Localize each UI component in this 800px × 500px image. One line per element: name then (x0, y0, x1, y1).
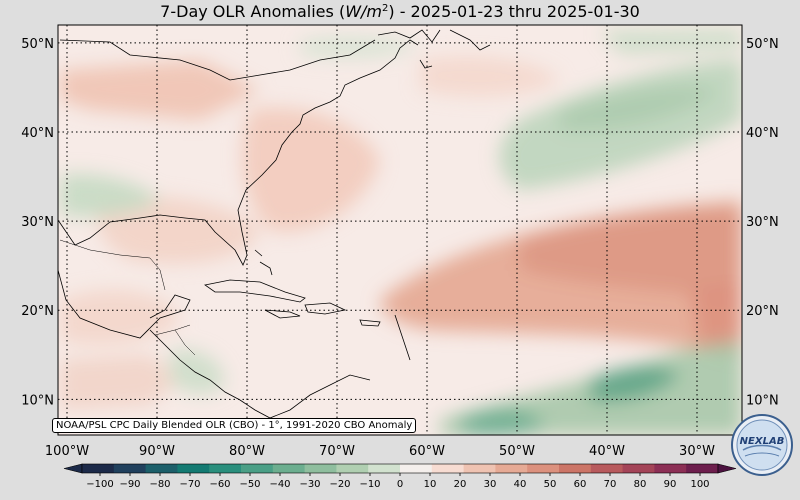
latitude-label: 50°N (21, 37, 54, 52)
colorbar-tick-label: −90 (119, 479, 140, 490)
map-panel (58, 25, 742, 435)
colorbar-swatch (177, 464, 210, 473)
colorbar-swatch (145, 464, 178, 473)
colorbar-swatch (82, 464, 115, 473)
colorbar-swatch (463, 464, 496, 473)
colorbar-swatch (686, 464, 719, 473)
svg-text:NEXLAB: NEXLAB (740, 436, 785, 447)
colorbar-tick-label: −10 (359, 479, 380, 490)
colorbar-tick-label: 80 (634, 479, 647, 490)
colorbar-tick-label: −80 (149, 479, 170, 490)
colorbar-tick-label: 20 (454, 479, 467, 490)
colorbar-swatch (272, 464, 306, 473)
colorbar-tick-label: 40 (514, 479, 527, 490)
graticule (58, 25, 742, 435)
latitude-labels-left: 50°N 40°N 30°N 20°N 10°N (21, 37, 54, 409)
map-title: 7-Day OLR Anomalies (W/m2) - 2025-01-23 … (160, 2, 640, 21)
colorbar-tick-label: 100 (690, 479, 709, 490)
latitude-label: 20°N (746, 304, 779, 319)
colorbar-swatch (654, 464, 687, 473)
colorbar-tick-label: 30 (484, 479, 497, 490)
colorbar-swatch (431, 464, 465, 473)
coastlines (58, 29, 491, 419)
country-borders (59, 239, 196, 356)
colorbar-tick-label: 0 (397, 479, 403, 490)
colorbar-swatch (622, 464, 655, 473)
colorbar-tick-label: 70 (604, 479, 617, 490)
colorbar-swatch (400, 464, 433, 473)
longitude-labels: 100°W 90°W 80°W 70°W 60°W 50°W 40°W 30°W (45, 444, 715, 459)
colorbar-tick-label: −20 (329, 479, 350, 490)
colorbar-swatch (559, 464, 592, 473)
map-frame (57, 24, 743, 436)
colorbar-swatch (336, 464, 369, 473)
nexlab-logo: NEXLAB (731, 414, 793, 476)
latitude-label: 30°N (746, 215, 779, 230)
data-credit: NOAA/PSL CPC Daily Blended OLR (CBO) - 1… (52, 418, 417, 433)
colorbar-tick-label: −40 (269, 479, 290, 490)
colorbar-swatch (495, 464, 528, 473)
colorbar-tick-label: 90 (664, 479, 677, 490)
colorbar-tick-label: −70 (179, 479, 200, 490)
colorbar: −100 −90 −80 −70 −60 −50 −40 −30 −20 −10 0 10 20 30 40… (63, 463, 737, 490)
colorbar-tick-label: 60 (574, 479, 587, 490)
latitude-label: 30°N (21, 215, 54, 230)
latitude-label: 40°N (21, 126, 54, 141)
latitude-label: 10°N (21, 393, 54, 408)
longitude-label: 80°W (229, 444, 265, 459)
olr-anomaly-field (60, 28, 742, 435)
colorbar-swatch (527, 464, 560, 473)
colorbar-tick-label: −60 (209, 479, 230, 490)
colorbar-swatch (368, 464, 401, 473)
longitude-label: 30°W (679, 444, 715, 459)
colorbar-swatch (209, 464, 242, 473)
latitude-labels-right: 50°N 40°N 30°N 20°N 10°N (746, 37, 779, 409)
colorbar-swatch (304, 464, 337, 473)
colorbar-swatch (241, 464, 274, 473)
longitude-label: 70°W (319, 444, 355, 459)
longitude-label: 60°W (409, 444, 445, 459)
longitude-label: 50°W (499, 444, 535, 459)
colorbar-tick-label: 50 (544, 479, 557, 490)
colorbar-tick-label: −30 (299, 479, 320, 490)
colorbar-tick-label: 10 (424, 479, 437, 490)
colorbar-max-arrow (717, 463, 737, 474)
colorbar-swatch (113, 464, 147, 473)
longitude-label: 40°W (589, 444, 625, 459)
latitude-label: 40°N (746, 126, 779, 141)
latitude-label: 20°N (21, 304, 54, 319)
colorbar-tick-label: −100 (86, 479, 113, 490)
longitude-label: 100°W (45, 444, 89, 459)
latitude-label: 50°N (746, 37, 779, 52)
colorbar-min-arrow (63, 463, 83, 474)
colorbar-swatch (590, 464, 624, 473)
latitude-label: 10°N (746, 393, 779, 408)
colorbar-tick-label: −50 (239, 479, 260, 490)
longitude-label: 90°W (139, 444, 175, 459)
